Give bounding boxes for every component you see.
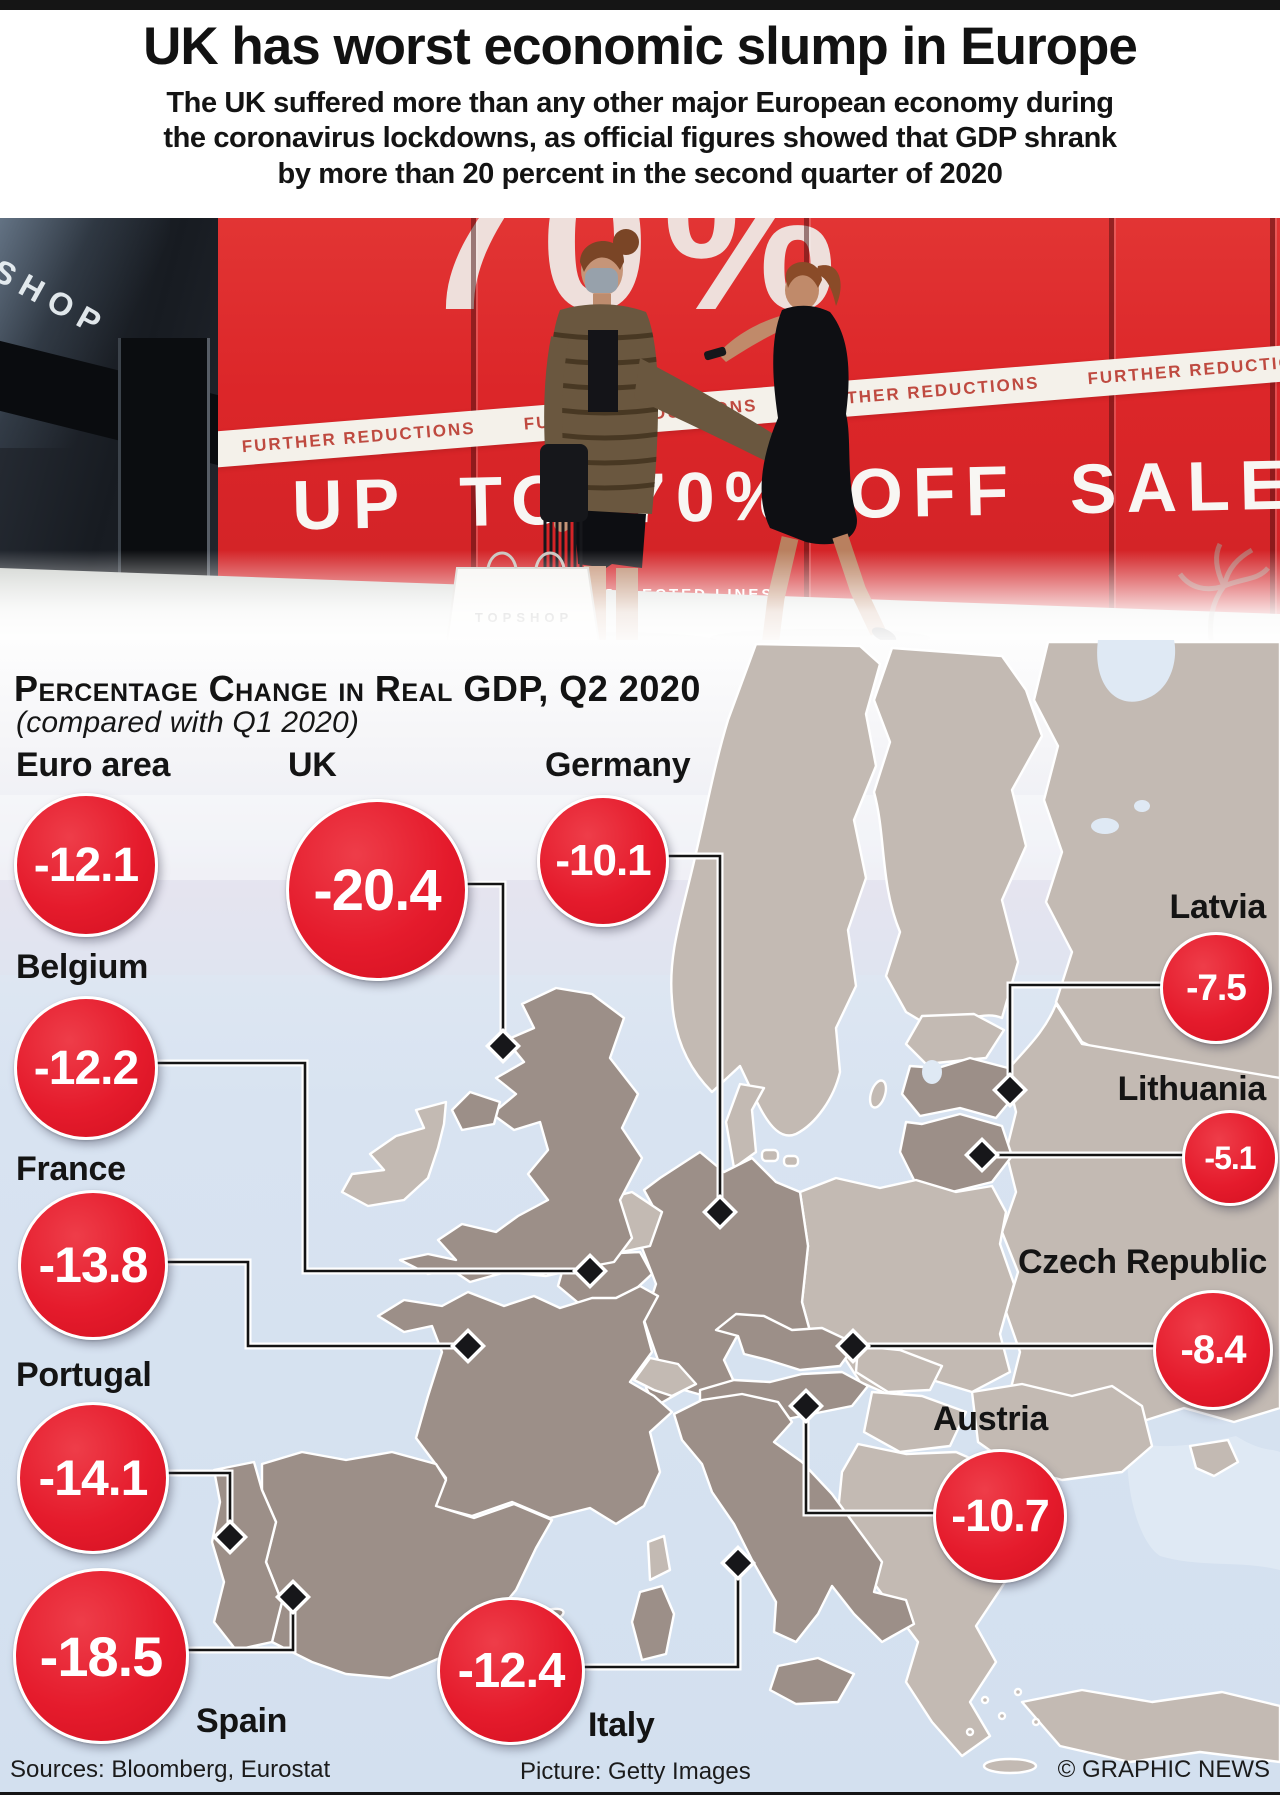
portugal-leader (160, 1469, 234, 1535)
label-czech-republic: Czech Republic (1018, 1243, 1267, 1281)
portugal-location-diamond-icon (211, 1518, 249, 1556)
country-denmark (724, 1082, 766, 1170)
region-northern-ireland (450, 1090, 502, 1132)
label-portugal: Portugal (16, 1356, 152, 1394)
bubble-czech-republic: -8.4 (1153, 1290, 1273, 1410)
label-lithuania: Lithuania (1117, 1070, 1267, 1108)
spain-location-diamond-icon (274, 1578, 312, 1616)
sources-credit: Sources: Bloomberg, Eurostat (10, 1756, 331, 1783)
czech-location-diamond-icon (834, 1327, 872, 1365)
chart-heading: Percentage Change in Real GDP, Q2 2020 (14, 668, 701, 709)
bubble-latvia: -7.5 (1160, 932, 1272, 1044)
uk-location-diamond-icon (484, 1027, 522, 1065)
bubble-germany: -10.1 (537, 795, 669, 927)
label-spain: Spain (196, 1702, 288, 1740)
austria-location-diamond-icon (787, 1387, 825, 1425)
chart-subheading: (compared with Q1 2020) (16, 706, 360, 739)
italy-location-diamond-icon (719, 1544, 757, 1582)
subtitle-line-1: The UK suffered more than any other majo… (166, 87, 1114, 119)
picture-credit: Picture: Getty Images (520, 1758, 751, 1785)
france-location-diamond-icon (449, 1327, 487, 1365)
label-euro-area: Euro area (16, 746, 171, 784)
label-germany: Germany (545, 746, 691, 784)
label-belgium: Belgium (16, 948, 149, 986)
country-ireland (340, 1100, 448, 1208)
region-sicily (768, 1656, 856, 1706)
bubble-austria: -10.7 (933, 1449, 1067, 1583)
bubble-portugal: -14.1 (17, 1402, 169, 1554)
country-lithuania (898, 1112, 1014, 1194)
country-uk (398, 986, 644, 1284)
latvia-leader (1006, 981, 1162, 1090)
page-title: UK has worst economic slump in Europe (143, 17, 1138, 76)
subtitle-line-3: by more than 20 percent in the second qu… (277, 157, 1003, 190)
window-seam (1109, 218, 1114, 650)
bubble-lithuania: -5.1 (1182, 1110, 1278, 1206)
country-switzerland (632, 1356, 698, 1398)
bubble-belgium: -12.2 (14, 996, 158, 1140)
label-france: France (16, 1150, 126, 1188)
label-austria: Austria (933, 1400, 1049, 1438)
label-latvia: Latvia (1169, 888, 1267, 926)
lithuania-location-diamond-icon (963, 1136, 1001, 1174)
region-crimea (1188, 1438, 1240, 1478)
subtitle-line-2: the coronavirus lockdowns, as official f… (163, 122, 1117, 155)
region-sardinia (630, 1584, 676, 1662)
belgium-location-diamond-icon (571, 1252, 609, 1290)
label-italy: Italy (588, 1706, 655, 1744)
germany-location-diamond-icon (701, 1193, 739, 1231)
bottom-margin (0, 1795, 1280, 1802)
country-czech-republic (714, 1312, 858, 1372)
bubble-france: -13.8 (18, 1190, 168, 1340)
country-turkey (1020, 1688, 1280, 1764)
photo-bottom-fade (0, 550, 1280, 650)
bubble-spain: -18.5 (13, 1568, 189, 1744)
shoppers-photo: 70% FURTHER REDUCTIONS FURTHER REDUCTION… (0, 218, 1280, 650)
germany-leader (658, 852, 724, 1210)
bottom-rule (0, 1792, 1280, 1795)
window-seam (1270, 218, 1275, 650)
top-black-bar (0, 0, 1280, 10)
graphic-news-credit: © GRAPHIC NEWS (1057, 1756, 1270, 1783)
latvia-location-diamond-icon (991, 1071, 1029, 1109)
spain-leader (180, 1599, 297, 1654)
country-slovakia (854, 1344, 944, 1394)
country-germany (640, 1150, 816, 1408)
belgium-leader (150, 1059, 588, 1275)
uk-leader (456, 880, 507, 1046)
region-corsica (646, 1534, 672, 1582)
country-finland (872, 646, 1044, 1032)
france-leader (158, 1258, 466, 1350)
bubble-euro-area: -12.1 (14, 793, 158, 937)
country-estonia (904, 1012, 1006, 1066)
country-italy (672, 1392, 916, 1644)
bubble-italy: -12.4 (437, 1597, 585, 1745)
austria-leader (802, 1408, 935, 1517)
italy-leader (578, 1565, 742, 1671)
bubble-uk: -20.4 (286, 799, 468, 981)
page-subtitle: The UK suffered more than any other majo… (0, 86, 1280, 192)
country-hungary (862, 1390, 968, 1454)
label-uk: UK (288, 746, 337, 784)
